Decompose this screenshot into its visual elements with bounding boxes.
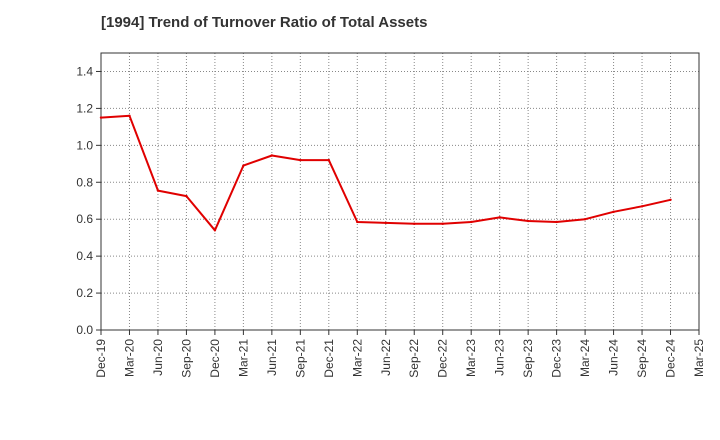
x-tick-label: Mar-21 [236,339,250,377]
y-tick-label: 0.4 [76,249,93,263]
data-point [327,158,331,162]
data-point [299,158,302,162]
x-tick-label: Dec-22 [436,339,450,378]
x-tick-label: Dec-24 [664,339,678,378]
data-point [384,221,387,225]
y-tick-label: 0.6 [76,212,93,226]
data-point [669,198,672,202]
data-point [583,218,587,221]
y-tick-label: 0.8 [76,175,93,189]
data-point [526,219,530,223]
x-tick-label: Dec-23 [550,339,564,378]
y-tick-label: 0.0 [76,323,93,337]
x-tick-label: Mar-24 [578,339,592,377]
x-tick-label: Sep-22 [407,339,421,378]
data-point [156,189,160,192]
data-point [441,222,444,226]
x-tick-label: Jun-21 [265,339,279,376]
x-tick-label: Jun-20 [151,339,165,376]
x-tick-label: Jun-22 [379,339,393,376]
data-point [213,229,217,232]
x-tick-label: Jun-24 [607,339,621,376]
y-tick-label: 1.4 [76,64,93,78]
data-point [469,220,473,224]
y-tick-label: 0.2 [76,286,93,300]
x-tick-label: Sep-21 [293,339,307,378]
data-point [612,210,615,214]
x-tick-label: Dec-20 [208,339,222,378]
data-point [270,154,274,157]
x-tick-label: Mar-22 [350,339,364,377]
x-tick-label: Mar-23 [464,339,478,377]
x-tick-label: Mar-25 [692,339,706,377]
x-tick-label: Jun-23 [493,339,507,376]
data-point [640,205,644,208]
x-tick-label: Mar-20 [122,339,136,377]
data-point [242,164,245,167]
y-tick-label: 1.2 [76,101,93,115]
data-point [99,116,103,119]
data-point [498,216,501,219]
x-tick-label: Dec-19 [94,339,108,378]
chart-title: [1994] Trend of Turnover Ratio of Total … [101,14,428,31]
x-tick-label: Dec-21 [322,339,336,378]
data-point [413,222,416,226]
data-point [128,114,131,117]
data-point [555,220,558,224]
x-tick-label: Sep-20 [179,339,193,378]
data-point [356,220,359,224]
y-tick-label: 1.0 [76,138,93,152]
x-tick-label: Sep-24 [635,339,649,378]
x-tick-label: Sep-23 [521,339,535,378]
data-point [185,194,188,198]
plot-area-frame [100,52,700,331]
